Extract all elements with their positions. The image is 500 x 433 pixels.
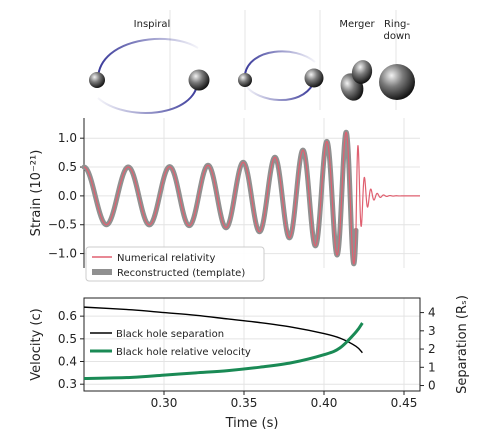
strain-y-tick-label: 0.5 <box>58 160 77 174</box>
legend-label-separation: Black hole separation <box>116 329 224 340</box>
velocity-y-axis-label: Velocity (c) <box>29 308 44 380</box>
black-hole-icon <box>304 68 324 88</box>
x-tick-label: 0.40 <box>311 396 338 410</box>
black-hole-icon <box>188 69 210 91</box>
strain-y-tick-label: 0.0 <box>58 189 77 203</box>
legend-label-numerical-relativity: Numerical relativity <box>117 253 215 264</box>
separation-y-tick-label: 2 <box>428 342 436 356</box>
wide-orbit-lower-arc <box>97 79 199 114</box>
velocity-y-tick-label: 0.5 <box>58 332 77 346</box>
strain-legend-frame <box>85 246 265 282</box>
velocity-y-tick-label: 0.4 <box>58 355 77 369</box>
legend-label-template: Reconstructed (template) <box>117 268 245 279</box>
phase-label-ringdown: Ring- <box>384 19 410 30</box>
template-waveform-line <box>81 129 359 267</box>
time-x-axis-label: Time (s) <box>225 416 279 431</box>
illustration-panel: Inspiral Merger Ring- down <box>89 10 415 114</box>
lower-panel-frame <box>83 297 421 392</box>
separation-y-tick-label: 0 <box>428 379 436 393</box>
legend-label-velocity: Black hole relative velocity <box>116 347 251 358</box>
strain-y-axis-label: Strain (10⁻²¹) <box>29 150 44 237</box>
tight-orbit-upper-arc <box>244 50 316 75</box>
strain-y-tick-label: 1.0 <box>58 131 77 145</box>
strain-legend: Numerical relativity Reconstructed (temp… <box>85 246 265 282</box>
lower-grid <box>84 298 420 391</box>
strain-y-tick-label: −0.5 <box>48 218 77 232</box>
merging-black-holes-icon <box>340 60 373 101</box>
tight-orbit-lower-arc <box>245 83 314 101</box>
separation-line <box>83 306 363 354</box>
strain-y-tick-label: −1.0 <box>48 247 77 261</box>
separation-y-tick-label: 3 <box>428 324 436 338</box>
x-tick-label: 0.45 <box>391 396 418 410</box>
separation-y-axis-label: Separation (Rₛ) <box>455 295 470 394</box>
velocity-y-tick-label: 0.6 <box>58 309 77 323</box>
phase-label-inspiral: Inspiral <box>134 19 171 30</box>
strain-y-ticks: 1.0 0.5 0.0 −0.5 −1.0 <box>48 118 85 268</box>
velocity-line <box>83 322 364 381</box>
black-hole-icon <box>89 72 105 88</box>
separation-y-tick-label: 4 <box>428 306 436 320</box>
separation-y-tick-label: 1 <box>428 360 436 374</box>
black-hole-icon <box>238 73 252 87</box>
velocity-y-tick-label: 0.3 <box>58 377 77 391</box>
lower-ticks: 0.30 0.35 0.40 0.45 0.3 0.4 0.5 0.6 0 1 2 3 4 <box>58 306 436 410</box>
wide-orbit-upper-arc <box>97 37 199 79</box>
numerical-relativity-waveform-line <box>83 131 421 265</box>
phase-label-ringdown-2: down <box>384 31 411 42</box>
remnant-black-hole-icon <box>379 64 415 100</box>
x-tick-label: 0.30 <box>151 396 178 410</box>
phase-label-merger: Merger <box>339 19 375 30</box>
strain-panel: 1.0 0.5 0.0 −0.5 −1.0 Strain (10⁻²¹) Numeric… <box>29 118 421 282</box>
velocity-separation-panel: 0.30 0.35 0.40 0.45 0.3 0.4 0.5 0.6 0 1 2 3 4 Black … <box>29 295 470 431</box>
x-tick-label: 0.35 <box>231 396 258 410</box>
